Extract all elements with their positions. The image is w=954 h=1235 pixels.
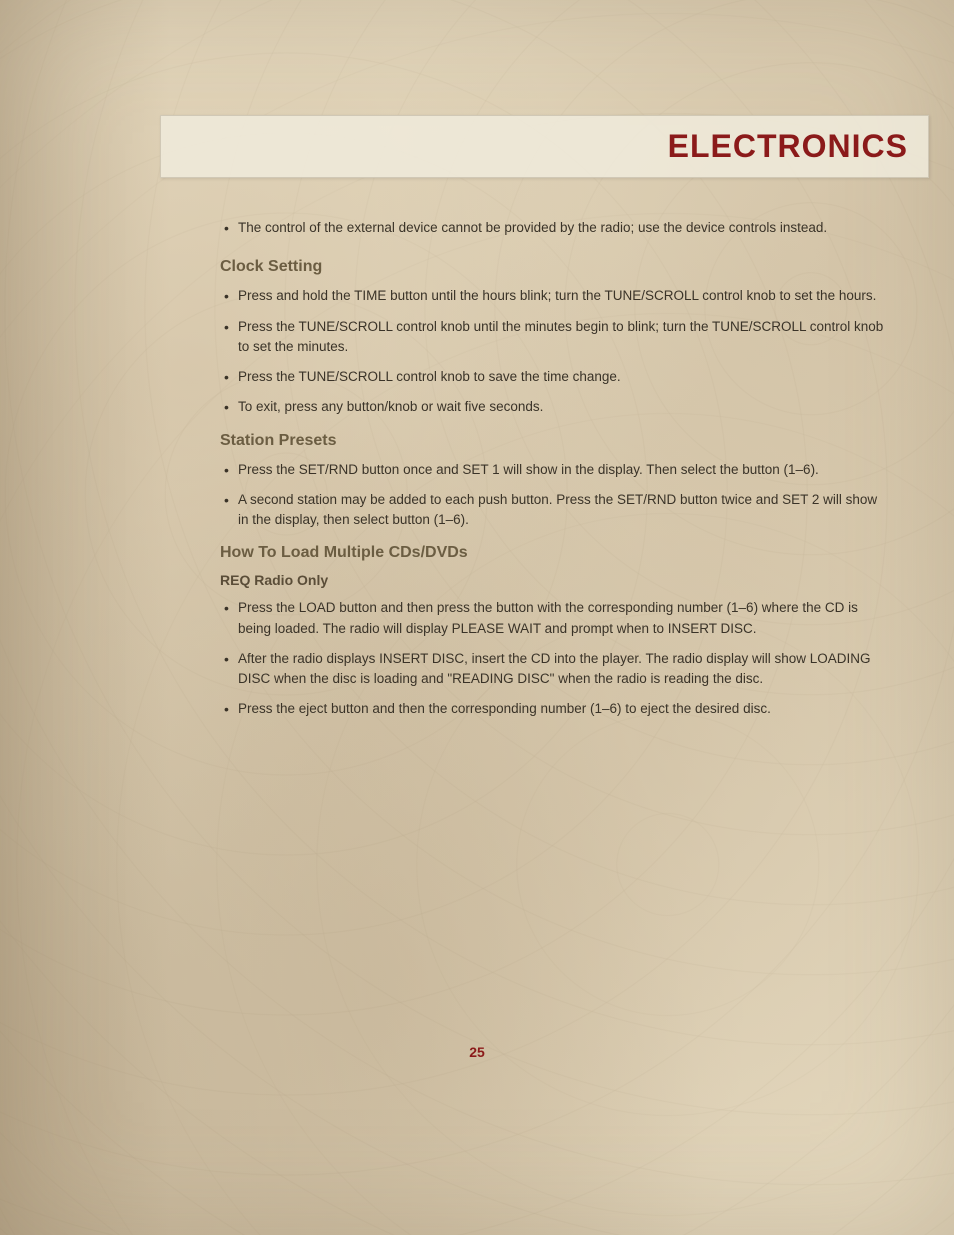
content-area: The control of the external device canno… xyxy=(160,218,929,720)
intro-list: The control of the external device canno… xyxy=(220,218,889,238)
page-container: ELECTRONICS The control of the external … xyxy=(160,115,929,1120)
page-title: ELECTRONICS xyxy=(181,128,908,165)
list-item: After the radio displays INSERT DISC, in… xyxy=(220,649,889,690)
list-item: Press the SET/RND button once and SET 1 … xyxy=(220,460,889,480)
intro-bullet-item: The control of the external device canno… xyxy=(220,218,889,238)
section-heading-presets: Station Presets xyxy=(220,432,889,450)
subsection-heading-req: REQ Radio Only xyxy=(220,572,889,588)
cd-loading-list: Press the LOAD button and then press the… xyxy=(220,598,889,719)
list-item: Press and hold the TIME button until the… xyxy=(220,286,889,306)
section-heading-clock: Clock Setting xyxy=(220,258,889,276)
header-banner: ELECTRONICS xyxy=(160,115,929,178)
list-item: Press the TUNE/SCROLL control knob to sa… xyxy=(220,367,889,387)
page-number: 25 xyxy=(0,1044,954,1060)
station-presets-list: Press the SET/RND button once and SET 1 … xyxy=(220,460,889,531)
list-item: To exit, press any button/knob or wait f… xyxy=(220,397,889,417)
clock-setting-list: Press and hold the TIME button until the… xyxy=(220,286,889,417)
list-item: Press the LOAD button and then press the… xyxy=(220,598,889,639)
list-item: Press the TUNE/SCROLL control knob until… xyxy=(220,317,889,358)
section-heading-cds: How To Load Multiple CDs/DVDs xyxy=(220,544,889,562)
list-item: Press the eject button and then the corr… xyxy=(220,699,889,719)
list-item: A second station may be added to each pu… xyxy=(220,490,889,531)
